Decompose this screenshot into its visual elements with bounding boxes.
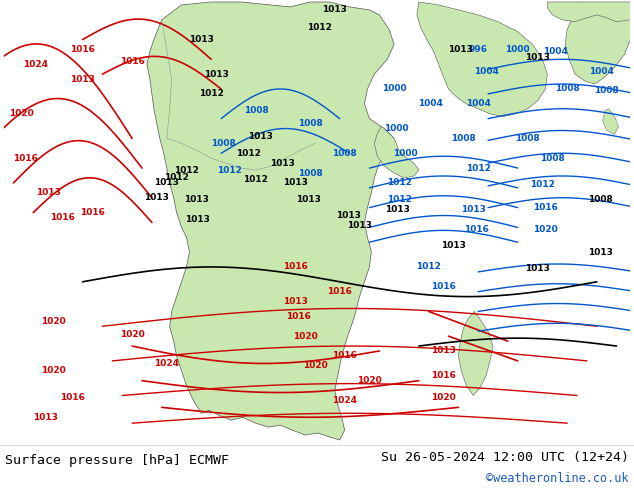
Text: 1012: 1012: [174, 166, 199, 174]
Text: 1020: 1020: [41, 366, 65, 375]
Text: 1000: 1000: [392, 149, 417, 158]
Text: 1024: 1024: [23, 60, 48, 69]
Text: 1008: 1008: [451, 134, 476, 143]
Polygon shape: [458, 312, 493, 395]
Text: 1013: 1013: [385, 205, 410, 214]
Text: 1012: 1012: [164, 173, 189, 182]
Polygon shape: [417, 2, 547, 117]
Polygon shape: [603, 109, 619, 134]
Text: 1012: 1012: [217, 166, 242, 174]
Text: 1016: 1016: [327, 287, 352, 296]
Polygon shape: [374, 126, 419, 178]
Text: 1020: 1020: [357, 376, 382, 385]
Text: 1013: 1013: [185, 215, 210, 224]
Text: 1013: 1013: [145, 193, 169, 202]
Text: 1016: 1016: [80, 208, 105, 217]
Text: 1012: 1012: [236, 149, 261, 158]
Text: 1020: 1020: [120, 330, 145, 339]
Text: 1013: 1013: [36, 188, 60, 197]
Text: 1013: 1013: [525, 53, 550, 62]
Text: 1012: 1012: [530, 180, 555, 190]
Text: 1016: 1016: [13, 154, 38, 163]
Text: 1013: 1013: [270, 159, 295, 168]
Text: 1016: 1016: [70, 45, 95, 54]
Text: 1008: 1008: [588, 195, 613, 204]
Text: 1020: 1020: [41, 317, 65, 326]
Text: 1016: 1016: [286, 312, 311, 321]
Text: 1004: 1004: [590, 67, 614, 75]
Text: 1013: 1013: [588, 247, 613, 257]
Text: 1013: 1013: [33, 413, 58, 422]
Polygon shape: [547, 2, 630, 22]
Text: 1008: 1008: [540, 154, 565, 163]
Text: 1016: 1016: [120, 57, 145, 66]
Text: 1013: 1013: [322, 5, 347, 14]
Text: 1016: 1016: [283, 263, 307, 271]
Text: 1012: 1012: [387, 178, 411, 187]
Text: 1008: 1008: [298, 119, 323, 128]
Text: 1024: 1024: [154, 359, 179, 368]
Text: 1012: 1012: [199, 90, 224, 98]
Text: 1004: 1004: [543, 47, 567, 56]
Text: 1000: 1000: [382, 84, 406, 94]
Text: 1013: 1013: [70, 74, 95, 84]
Text: 1013: 1013: [154, 178, 179, 187]
Text: 1013: 1013: [189, 35, 214, 44]
Text: 1008: 1008: [555, 84, 579, 94]
Text: 1016: 1016: [51, 213, 75, 222]
Polygon shape: [565, 2, 630, 84]
Text: 1013: 1013: [204, 70, 229, 79]
Text: 1016: 1016: [60, 393, 85, 402]
Text: 1012: 1012: [387, 195, 411, 204]
Text: 1013: 1013: [441, 241, 466, 250]
Text: 1000: 1000: [384, 124, 408, 133]
Text: 1000: 1000: [505, 45, 530, 54]
Text: 1008: 1008: [594, 86, 619, 96]
Polygon shape: [147, 2, 394, 440]
Text: 1016: 1016: [463, 225, 489, 234]
Text: 1008: 1008: [332, 149, 357, 158]
Text: 1012: 1012: [417, 263, 441, 271]
Text: 1012: 1012: [307, 23, 332, 32]
Text: 1016: 1016: [431, 282, 456, 291]
Text: 1012: 1012: [466, 164, 491, 172]
Text: 1013: 1013: [525, 265, 550, 273]
Text: 1016: 1016: [431, 371, 456, 380]
Text: 1020: 1020: [302, 361, 327, 370]
Text: 1008: 1008: [515, 134, 540, 143]
Text: 1020: 1020: [533, 225, 558, 234]
Text: 1013: 1013: [248, 132, 273, 141]
Text: 1013: 1013: [431, 346, 456, 355]
Text: 1013: 1013: [448, 45, 473, 54]
Text: 1016: 1016: [533, 203, 558, 212]
Text: 1008: 1008: [210, 139, 235, 148]
Text: 1004: 1004: [474, 67, 498, 75]
Text: 1004: 1004: [418, 99, 443, 108]
Text: 1013: 1013: [347, 221, 372, 230]
Text: 1008: 1008: [244, 106, 269, 115]
Text: 1013: 1013: [283, 297, 307, 306]
Text: 1016: 1016: [332, 351, 357, 361]
Text: 1013: 1013: [283, 178, 307, 187]
Text: Surface pressure [hPa] ECMWF: Surface pressure [hPa] ECMWF: [5, 454, 229, 466]
Text: 1020: 1020: [9, 109, 34, 118]
Text: ©weatheronline.co.uk: ©weatheronline.co.uk: [486, 472, 629, 485]
Text: 1013: 1013: [184, 195, 209, 204]
Text: 1020: 1020: [293, 332, 318, 341]
Text: 1008: 1008: [298, 169, 323, 177]
Text: 1012: 1012: [243, 175, 268, 184]
Text: Su 26-05-2024 12:00 UTC (12+24): Su 26-05-2024 12:00 UTC (12+24): [381, 451, 629, 464]
Text: 1013: 1013: [336, 211, 361, 220]
Text: 1013: 1013: [295, 195, 321, 204]
Text: 1024: 1024: [332, 396, 357, 405]
Text: 1004: 1004: [466, 99, 491, 108]
Text: 1020: 1020: [431, 393, 456, 402]
Text: 1013: 1013: [461, 205, 486, 214]
Text: 996: 996: [469, 45, 488, 54]
